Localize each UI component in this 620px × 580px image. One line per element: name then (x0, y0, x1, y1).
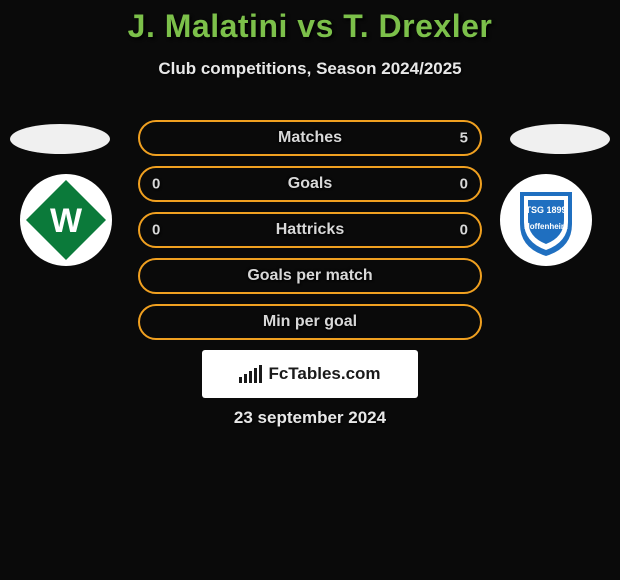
stat-right-value: 5 (460, 130, 468, 147)
svg-text:TSG 1899: TSG 1899 (525, 205, 566, 215)
player-left-head-placeholder (10, 124, 110, 154)
club-badge-right: TSG 1899 Hoffenheim (500, 174, 600, 266)
watermark: FcTables.com (202, 350, 418, 398)
werder-bremen-icon: W (20, 174, 112, 266)
stat-right-value: 0 (460, 176, 468, 193)
svg-text:W: W (50, 202, 83, 240)
page-title: J. Malatini vs T. Drexler (0, 8, 620, 45)
stat-label: Hattricks (276, 221, 344, 239)
stat-left-value: 0 (152, 222, 160, 239)
player-right-head-placeholder (510, 124, 610, 154)
hoffenheim-badge: TSG 1899 Hoffenheim (500, 174, 592, 266)
stat-label: Matches (278, 129, 342, 147)
subtitle: Club competitions, Season 2024/2025 (0, 59, 620, 79)
stat-label: Goals per match (247, 267, 372, 285)
hoffenheim-icon: TSG 1899 Hoffenheim (500, 174, 592, 266)
stat-label: Goals (288, 175, 332, 193)
stat-left-value: 0 (152, 176, 160, 193)
stat-label: Min per goal (263, 313, 357, 331)
stat-row-matches: Matches 5 (138, 120, 482, 156)
date-text: 23 september 2024 (0, 408, 620, 428)
stat-right-value: 0 (460, 222, 468, 239)
watermark-text: FcTables.com (268, 364, 380, 384)
svg-text:Hoffenheim: Hoffenheim (524, 222, 568, 231)
stat-row-goals: 0 Goals 0 (138, 166, 482, 202)
club-badge-left: W (20, 174, 120, 266)
stat-row-hattricks: 0 Hattricks 0 (138, 212, 482, 248)
fctables-bars-icon (239, 365, 262, 383)
stat-row-goals-per-match: Goals per match (138, 258, 482, 294)
werder-bremen-badge: W (20, 174, 112, 266)
stat-row-min-per-goal: Min per goal (138, 304, 482, 340)
stats-table: Matches 5 0 Goals 0 0 Hattricks 0 Goals … (138, 120, 482, 350)
